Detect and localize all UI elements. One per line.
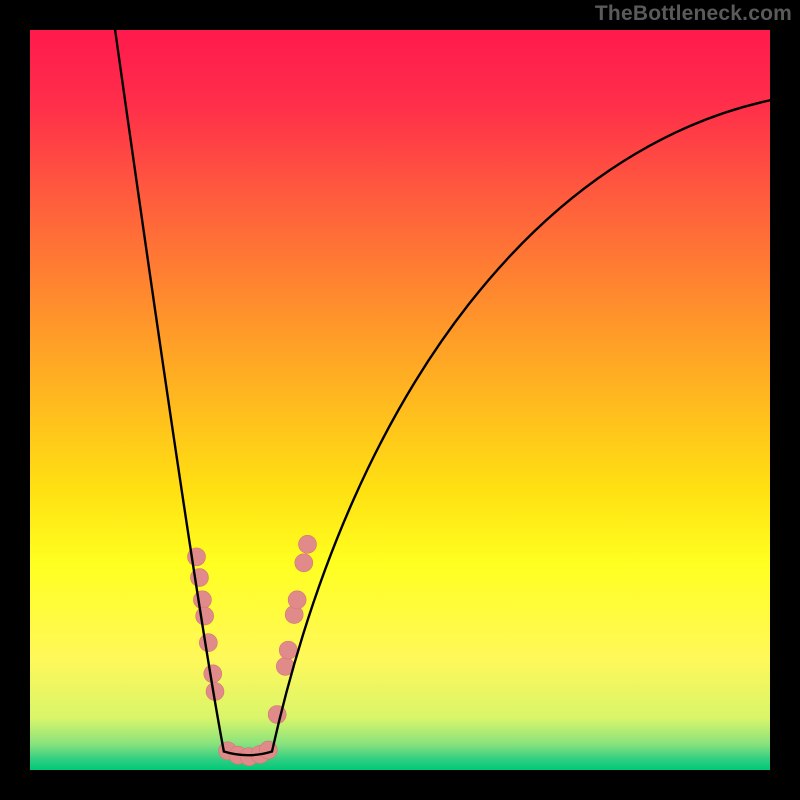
data-point bbox=[204, 665, 222, 683]
data-point bbox=[288, 591, 306, 609]
data-point bbox=[196, 607, 214, 625]
data-point bbox=[199, 634, 217, 652]
data-point bbox=[193, 591, 211, 609]
plot-area bbox=[30, 30, 770, 770]
data-point bbox=[295, 554, 313, 572]
watermark-text: TheBottleneck.com bbox=[595, 2, 792, 26]
data-point bbox=[279, 641, 297, 659]
bottleneck-chart bbox=[0, 0, 800, 800]
data-point bbox=[299, 535, 317, 553]
chart-container: TheBottleneck.com bbox=[0, 0, 800, 800]
